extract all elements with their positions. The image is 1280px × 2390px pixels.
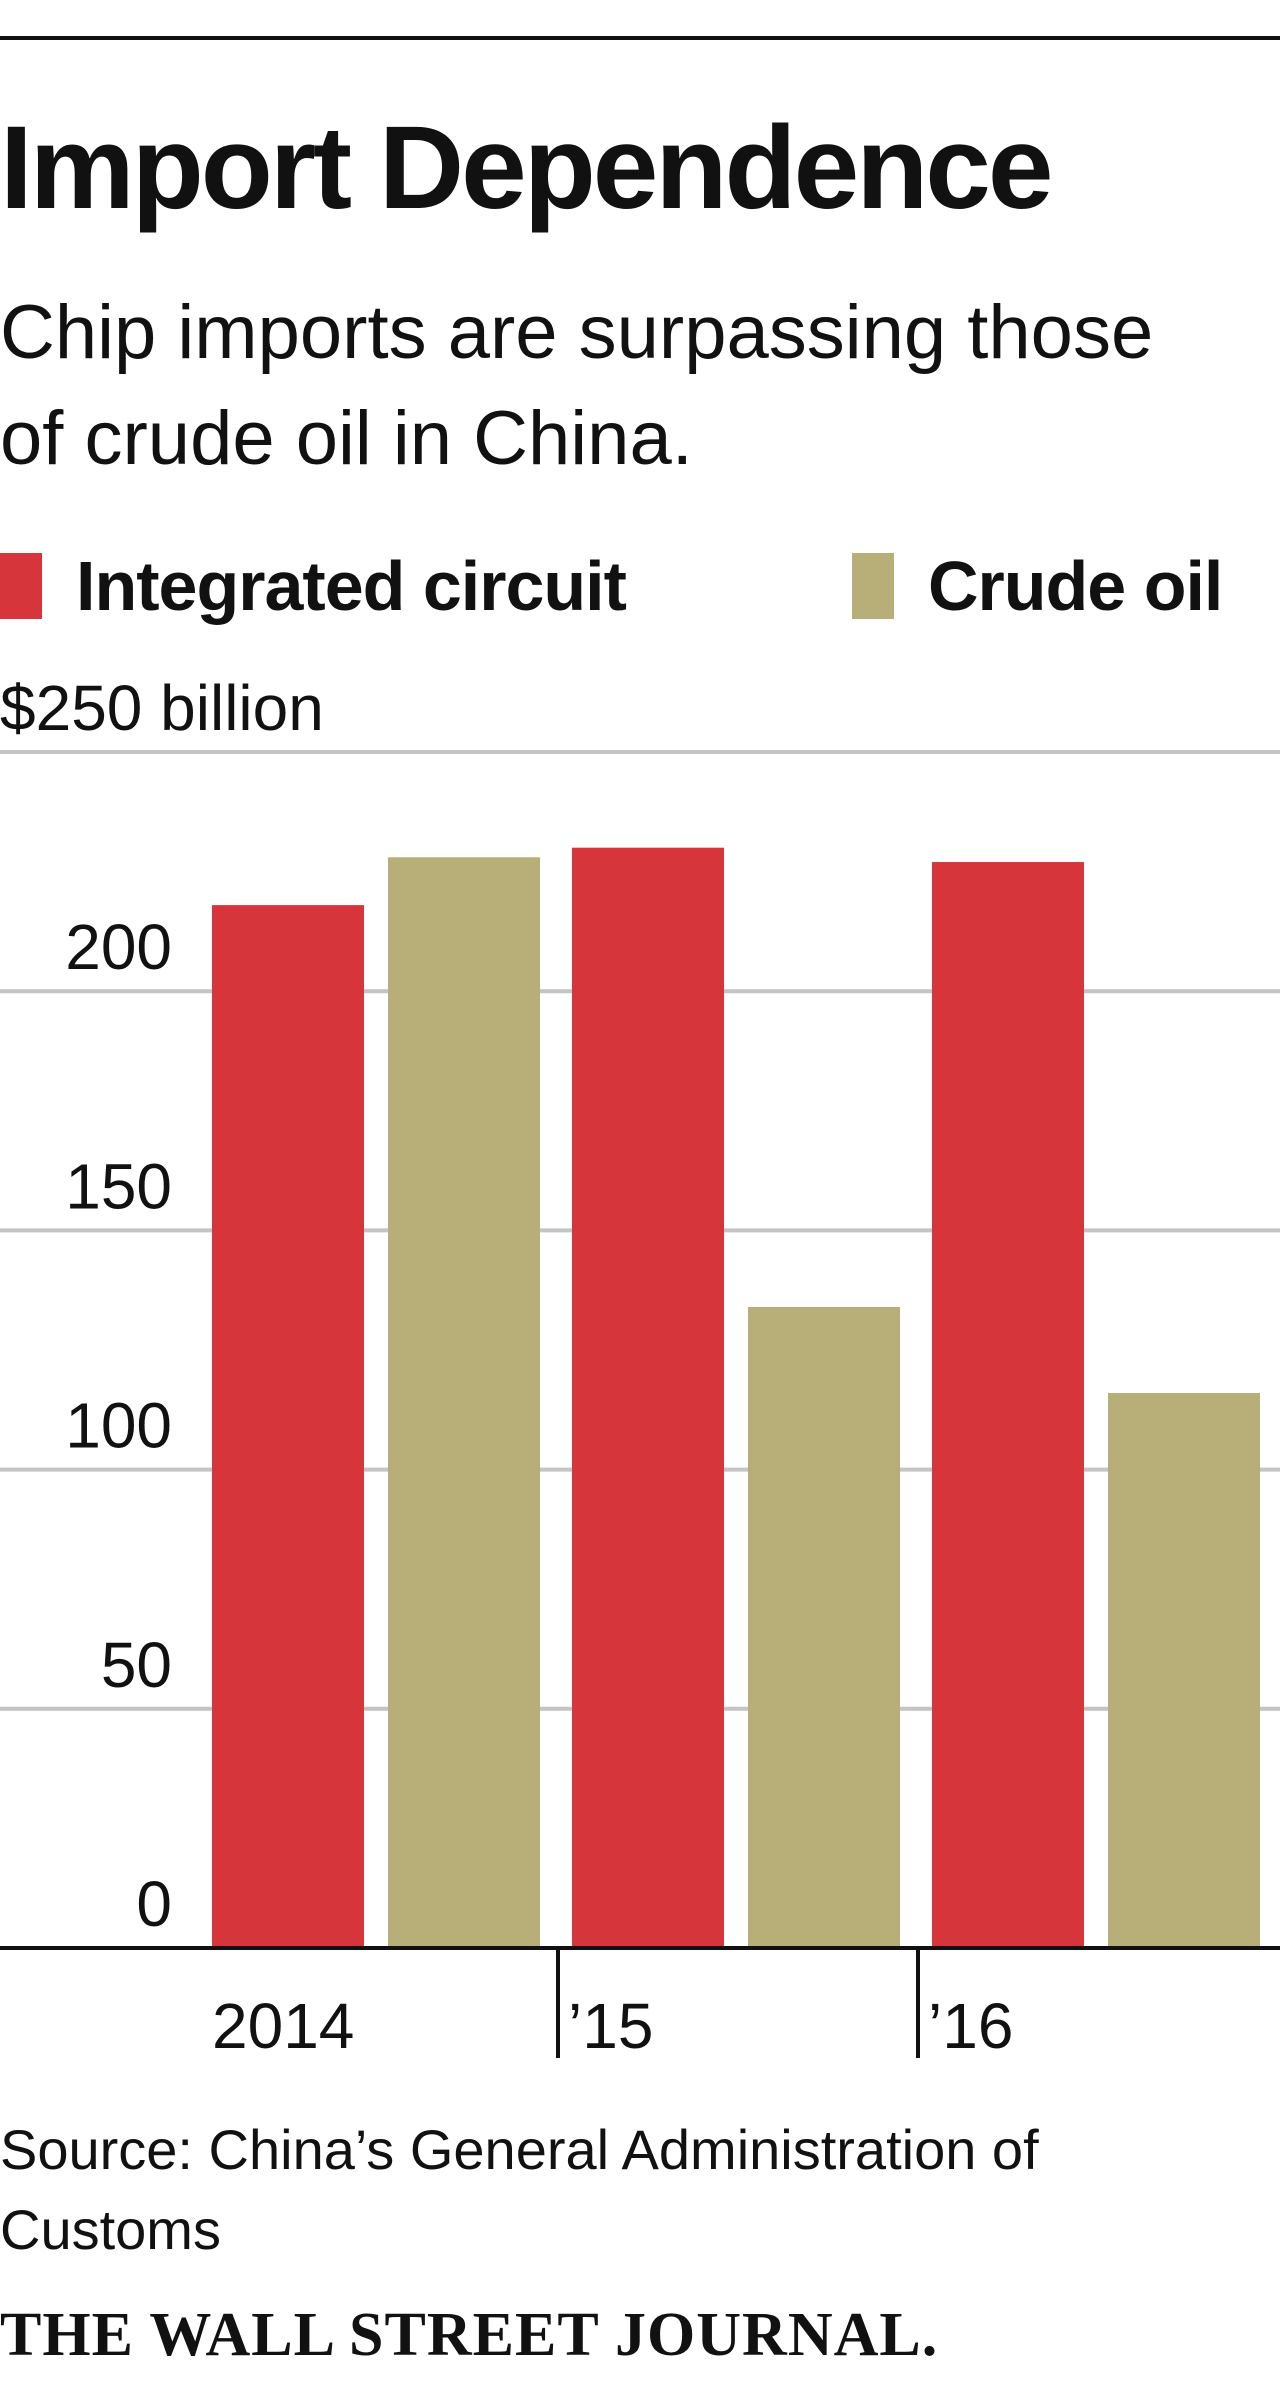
y-tick-label-3: 150 xyxy=(65,1150,172,1222)
legend: Integrated circuit Crude oil xyxy=(0,547,1280,625)
chart-title: Import Dependence xyxy=(0,102,1054,234)
bar-chart: 0 50 100 150 200 $250 billion 2014 ’15 ’16 xyxy=(0,672,1280,2062)
y-tick-label-1: 50 xyxy=(101,1629,172,1701)
bar-integrated-circuit-0 xyxy=(212,905,364,1948)
x-tick-label-0: 2014 xyxy=(212,1990,354,2062)
legend-item-crude-oil: Crude oil xyxy=(852,547,1223,625)
y-tick-label-2: 100 xyxy=(65,1390,172,1462)
legend-swatch-integrated-circuit xyxy=(0,553,42,619)
bar-integrated-circuit-1 xyxy=(572,847,724,1949)
bar-crude-oil-0 xyxy=(388,857,540,1948)
x-tick-label-1: ’15 xyxy=(568,1990,653,2062)
chart-subtitle: Chip imports are surpassing those of cru… xyxy=(0,290,1154,481)
bar-crude-oil-2 xyxy=(1108,1393,1260,1948)
y-tick-label-5: $250 billion xyxy=(0,672,324,744)
x-tick-label-2: ’16 xyxy=(928,1990,1013,2062)
publisher-masthead: THE WALL STREET JOURNAL. xyxy=(0,2301,939,2369)
y-tick-label-0: 0 xyxy=(136,1868,172,1940)
legend-item-integrated-circuit: Integrated circuit xyxy=(0,547,627,625)
source-note: Source: China’s General Administration o… xyxy=(0,2118,1039,2261)
bar-crude-oil-1 xyxy=(748,1306,900,1948)
bar-integrated-circuit-2 xyxy=(932,862,1084,1948)
y-tick-label-4: 200 xyxy=(65,911,172,983)
legend-swatch-crude-oil xyxy=(852,553,894,619)
top-rule xyxy=(0,36,1280,40)
legend-label-integrated-circuit: Integrated circuit xyxy=(76,547,627,625)
legend-label-crude-oil: Crude oil xyxy=(928,547,1223,625)
